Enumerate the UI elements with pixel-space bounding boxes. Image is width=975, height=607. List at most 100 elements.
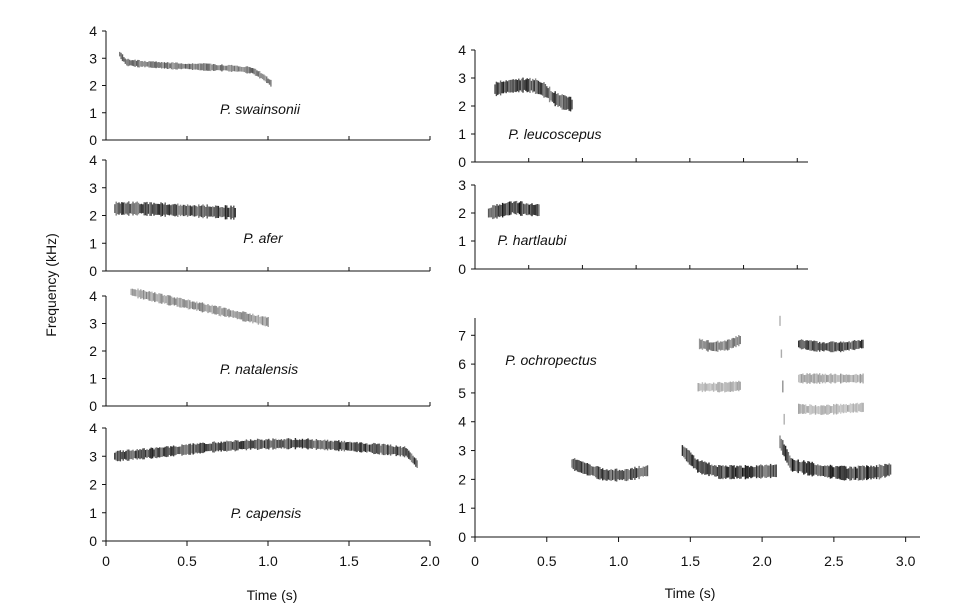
species-label: P. swainsonii <box>220 101 301 117</box>
spectrogram-column <box>864 467 867 479</box>
spectrogram-column <box>387 444 389 456</box>
spectrogram-column <box>279 439 281 448</box>
spectrogram-column <box>771 465 773 477</box>
y-tick-label: 3 <box>89 448 97 464</box>
spectrogram-column <box>857 465 860 481</box>
spectrogram-column <box>717 340 719 352</box>
spectrogram-column <box>875 465 878 480</box>
spectrogram-column <box>882 466 885 476</box>
spectrogram-column <box>703 383 705 391</box>
spectrogram-column <box>198 302 201 311</box>
spectrogram-column <box>821 373 824 384</box>
spectrogram-column <box>263 316 265 326</box>
spectrogram-column <box>231 64 233 72</box>
spectrogram-column <box>119 51 121 57</box>
spectrogram-column <box>827 404 829 415</box>
spectrogram-column <box>350 442 353 451</box>
call-trace <box>494 77 573 112</box>
spectrogram-column <box>726 339 729 351</box>
spectrogram-column <box>862 402 864 412</box>
spectrogram-column <box>183 64 185 69</box>
spectrogram-column <box>606 469 608 481</box>
spectrogram-column <box>532 78 534 93</box>
spectrogram-column <box>211 64 213 71</box>
spectrogram-column <box>164 202 166 217</box>
spectrogram-column <box>233 311 236 318</box>
spectrogram-column <box>225 308 227 317</box>
spectrogram-column <box>824 465 826 477</box>
spectrogram-column <box>710 383 712 392</box>
spectrogram-column <box>222 65 224 71</box>
spectrogram-column <box>848 404 850 412</box>
spectrogram-column <box>232 310 234 318</box>
spectrogram-column <box>228 308 230 318</box>
spectrogram-column <box>698 383 701 392</box>
spectrogram-column <box>126 59 128 66</box>
spectrogram-column <box>819 465 822 477</box>
spectrogram-column <box>690 452 692 466</box>
spectrogram-column <box>531 203 533 217</box>
spectrogram-column <box>228 207 231 218</box>
spectrogram-panel-left-2: 0 1 2 3 4 P. afer <box>89 152 431 279</box>
spectrogram-column <box>821 342 824 351</box>
spectrogram-column <box>270 79 272 87</box>
spectrogram-column <box>845 466 847 481</box>
spectrogram-column <box>191 301 194 310</box>
spectrogram-column <box>798 340 800 348</box>
spectrogram-column <box>150 202 152 216</box>
spectrogram-column <box>317 440 319 449</box>
spectrogram-column <box>138 60 140 68</box>
spectrogram-column <box>224 65 226 71</box>
spectrogram-column <box>172 445 175 457</box>
spectrogram-column <box>282 440 284 448</box>
spectrogram-column <box>231 441 234 450</box>
spectrogram-column <box>841 405 843 413</box>
spectrogram-column <box>817 342 819 351</box>
spectrogram-column <box>755 465 758 479</box>
spectrogram-column <box>357 443 360 451</box>
y-tick-label: 2 <box>458 98 466 114</box>
spectrogram-column <box>276 440 278 448</box>
spectrogram-column <box>492 205 494 220</box>
spectrogram-column <box>373 442 375 455</box>
spectrogram-column <box>859 373 861 384</box>
spectrogram-column <box>732 337 734 348</box>
spectrogram-column <box>162 295 164 303</box>
spectrogram-column <box>829 464 832 479</box>
spectrogram-column <box>219 207 221 217</box>
spectrogram-column <box>847 468 850 479</box>
spectrogram-column <box>121 54 124 62</box>
spectrogram-column <box>123 57 125 62</box>
spectrogram-column <box>129 203 131 214</box>
spectrogram-column <box>720 465 723 479</box>
spectrogram-column <box>718 342 720 350</box>
call-trace <box>798 373 864 384</box>
spectrogram-column <box>156 447 158 459</box>
spectrogram-column <box>165 446 168 458</box>
spectrogram-column <box>555 93 558 105</box>
spectrogram-column <box>129 450 131 460</box>
spectrogram-column <box>388 445 390 455</box>
spectrogram-column <box>621 470 623 481</box>
spectrogram-column <box>732 465 734 479</box>
y-tick-label: 1 <box>458 233 466 249</box>
spectrogram-column <box>712 342 715 351</box>
spectrogram-column <box>179 204 182 217</box>
spectrogram-column <box>246 313 248 321</box>
spectrogram-column <box>162 62 164 68</box>
spectrogram-column <box>757 466 759 478</box>
spectrogram-column <box>732 381 734 392</box>
spectrogram-column <box>724 340 726 351</box>
y-tick-label: 2 <box>89 208 97 224</box>
spectrogram-column <box>494 205 497 218</box>
spectrogram-column <box>139 449 141 460</box>
spectrogram-column <box>789 455 791 468</box>
spectrogram-column <box>507 202 509 216</box>
spectrogram-column <box>497 82 499 95</box>
spectrogram-column <box>807 340 810 350</box>
spectrogram-column <box>701 382 704 393</box>
spectrogram-column <box>207 443 210 452</box>
call-trace <box>130 288 269 327</box>
spectrogram-column <box>321 440 323 449</box>
spectrogram-column <box>887 464 889 476</box>
